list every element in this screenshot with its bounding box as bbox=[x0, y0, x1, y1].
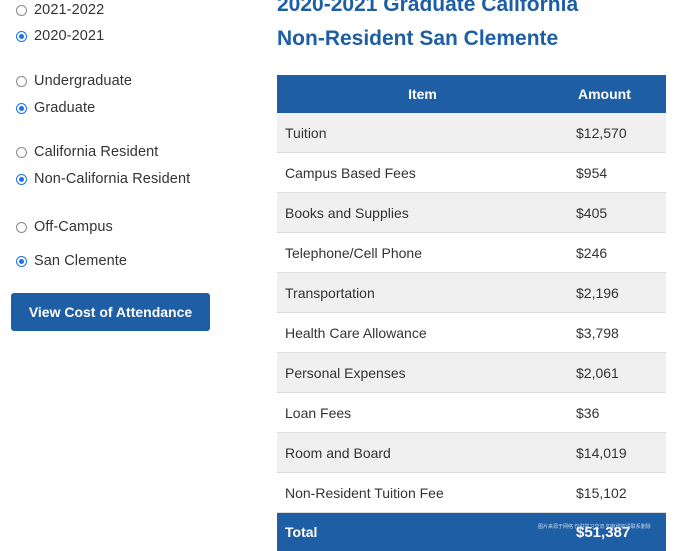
radio-label: 2020-2021 bbox=[34, 28, 104, 44]
radio-label: Off-Campus bbox=[34, 219, 113, 235]
table-row: Personal Expenses $2,061 bbox=[277, 353, 666, 393]
radio-label: California Resident bbox=[34, 144, 158, 160]
row-item: Room and Board bbox=[277, 433, 568, 473]
table-row: Campus Based Fees $954 bbox=[277, 153, 666, 193]
table-row: Telephone/Cell Phone $246 bbox=[277, 233, 666, 273]
total-amount: $51,387 bbox=[568, 513, 666, 551]
table-total-row: Total $51,387 bbox=[277, 513, 666, 551]
header-item: Item bbox=[277, 75, 568, 113]
row-amount: $12,570 bbox=[568, 113, 666, 153]
view-cost-of-attendance-button[interactable]: View Cost of Attendance bbox=[11, 293, 210, 331]
radio-circle[interactable] bbox=[16, 31, 27, 42]
header-amount: Amount bbox=[568, 75, 666, 113]
radio-label: 2021-2022 bbox=[34, 2, 104, 18]
row-item: Health Care Allowance bbox=[277, 313, 568, 353]
watermark-text: 图片来源于网络 仅供学习交流 如有侵权请联系删除 bbox=[538, 523, 651, 530]
cost-table-container: Item Amount Tuition $12,570 Campus Based… bbox=[277, 75, 666, 551]
table-row: Books and Supplies $405 bbox=[277, 193, 666, 233]
radio-residency-non-california[interactable]: Non-California Resident bbox=[16, 169, 190, 189]
radio-label: Non-California Resident bbox=[34, 171, 190, 187]
row-amount: $246 bbox=[568, 233, 666, 273]
radio-circle[interactable] bbox=[16, 174, 27, 185]
row-item: Loan Fees bbox=[277, 393, 568, 433]
row-amount: $405 bbox=[568, 193, 666, 233]
table-row: Non-Resident Tuition Fee $15,102 bbox=[277, 473, 666, 513]
table-row: Room and Board $14,019 bbox=[277, 433, 666, 473]
radio-residency-california[interactable]: California Resident bbox=[16, 142, 158, 162]
row-item: Non-Resident Tuition Fee bbox=[277, 473, 568, 513]
table-row: Transportation $2,196 bbox=[277, 273, 666, 313]
row-item: Campus Based Fees bbox=[277, 153, 568, 193]
radio-year-2020-2021[interactable]: 2020-2021 bbox=[16, 26, 104, 46]
radio-housing-san-clemente[interactable]: San Clemente bbox=[16, 251, 127, 271]
radio-circle[interactable] bbox=[16, 76, 27, 87]
title-line-2: Non-Resident San Clemente bbox=[277, 27, 558, 50]
row-item: Books and Supplies bbox=[277, 193, 568, 233]
radio-circle[interactable] bbox=[16, 103, 27, 114]
radio-label: Graduate bbox=[34, 100, 95, 116]
page-title: 2020-2021 Graduate California Non-Reside… bbox=[277, 0, 697, 56]
table-row: Health Care Allowance $3,798 bbox=[277, 313, 666, 353]
radio-housing-off-campus[interactable]: Off-Campus bbox=[16, 217, 113, 237]
cost-table: Item Amount Tuition $12,570 Campus Based… bbox=[277, 75, 666, 551]
row-amount: $2,196 bbox=[568, 273, 666, 313]
row-amount: $2,061 bbox=[568, 353, 666, 393]
radio-circle[interactable] bbox=[16, 5, 27, 16]
row-item: Transportation bbox=[277, 273, 568, 313]
row-amount: $14,019 bbox=[568, 433, 666, 473]
row-item: Personal Expenses bbox=[277, 353, 568, 393]
table-header-row: Item Amount bbox=[277, 75, 666, 113]
radio-label: San Clemente bbox=[34, 253, 127, 269]
table-row: Loan Fees $36 bbox=[277, 393, 666, 433]
row-amount: $3,798 bbox=[568, 313, 666, 353]
radio-circle[interactable] bbox=[16, 256, 27, 267]
total-label: Total bbox=[277, 513, 568, 551]
title-line-1: 2020-2021 Graduate California bbox=[277, 0, 578, 16]
radio-level-graduate[interactable]: Graduate bbox=[16, 98, 95, 118]
row-amount: $36 bbox=[568, 393, 666, 433]
row-amount: $954 bbox=[568, 153, 666, 193]
radio-level-undergraduate[interactable]: Undergraduate bbox=[16, 71, 132, 91]
table-row: Tuition $12,570 bbox=[277, 113, 666, 153]
row-item: Tuition bbox=[277, 113, 568, 153]
radio-label: Undergraduate bbox=[34, 73, 132, 89]
radio-circle[interactable] bbox=[16, 222, 27, 233]
radio-circle[interactable] bbox=[16, 147, 27, 158]
radio-year-2021-2022[interactable]: 2021-2022 bbox=[16, 0, 104, 20]
row-amount: $15,102 bbox=[568, 473, 666, 513]
row-item: Telephone/Cell Phone bbox=[277, 233, 568, 273]
